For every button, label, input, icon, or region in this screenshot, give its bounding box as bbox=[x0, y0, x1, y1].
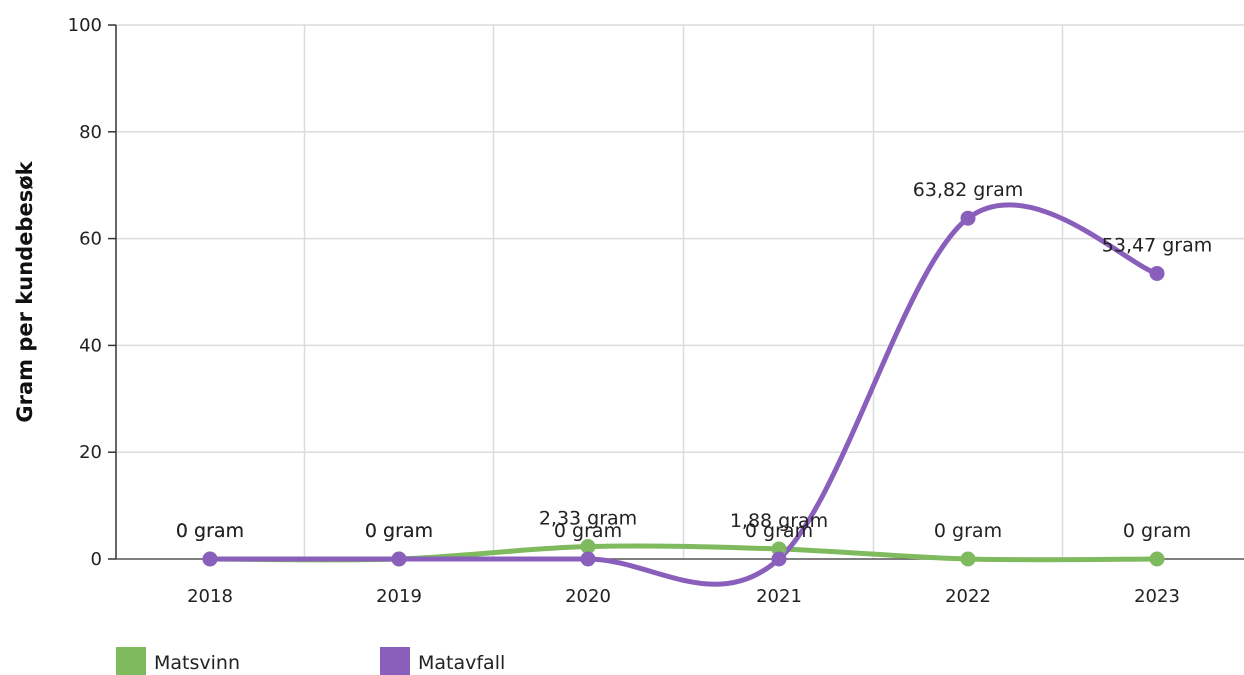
x-tick-label: 2019 bbox=[376, 586, 422, 607]
series-layer bbox=[202, 202, 1165, 587]
y-tick-label: 0 bbox=[91, 549, 102, 570]
y-axis-title: Gram per kundebesøk bbox=[13, 160, 37, 422]
data-point-matsvinn[interactable] bbox=[580, 539, 596, 555]
x-tick-label: 2020 bbox=[565, 586, 611, 607]
data-label-matsvinn: 0 gram bbox=[365, 520, 433, 542]
x-tick-label: 2023 bbox=[1134, 586, 1180, 607]
data-point-matavfall[interactable] bbox=[202, 551, 218, 567]
data-label-matsvinn: 0 gram bbox=[176, 520, 244, 542]
y-tick-label: 40 bbox=[79, 335, 102, 356]
legend-swatch bbox=[380, 647, 410, 675]
data-point-matavfall[interactable] bbox=[1149, 265, 1165, 281]
data-label-matavfall: 63,82 gram bbox=[913, 179, 1023, 201]
y-tick-label: 20 bbox=[79, 442, 102, 463]
data-label-matsvinn: 0 gram bbox=[934, 520, 1002, 542]
data-point-matsvinn[interactable] bbox=[1149, 551, 1165, 567]
data-label-matsvinn: 1,88 gram bbox=[730, 510, 828, 532]
legend-item-matavfall[interactable]: Matavfall bbox=[380, 647, 505, 675]
data-point-matavfall[interactable] bbox=[960, 210, 976, 226]
y-tick-label: 60 bbox=[79, 229, 102, 250]
data-label-matsvinn: 0 gram bbox=[1123, 520, 1191, 542]
x-tick-label: 2018 bbox=[187, 586, 233, 607]
y-tick-label: 80 bbox=[79, 122, 102, 143]
data-label-matavfall: 53,47 gram bbox=[1102, 234, 1212, 256]
data-label-matavfall: 0 gram bbox=[554, 520, 622, 542]
grid-layer bbox=[116, 24, 1244, 559]
data-label-matsvinn: 2,33 gram bbox=[539, 508, 637, 530]
data-label-matavfall: 0 gram bbox=[176, 520, 244, 542]
data-point-matsvinn[interactable] bbox=[960, 551, 976, 567]
x-tick-label: 2021 bbox=[756, 586, 802, 607]
legend-item-matsvinn[interactable]: Matsvinn bbox=[116, 647, 240, 675]
data-label-matavfall: 0 gram bbox=[365, 520, 433, 542]
x-tick-label: 2022 bbox=[945, 586, 991, 607]
data-point-matavfall[interactable] bbox=[391, 551, 407, 567]
legend-swatch bbox=[116, 647, 146, 675]
data-label-matavfall: 0 gram bbox=[745, 520, 813, 542]
legend-label: Matavfall bbox=[418, 652, 505, 674]
axis-layer: 0 20 40 60 80 100 2018 2019 2020 2021 2022 2023 bbox=[68, 15, 1244, 607]
data-point-matavfall[interactable] bbox=[580, 551, 596, 567]
legend: Matsvinn Matavfall bbox=[116, 647, 505, 675]
y-tick-label: 100 bbox=[68, 15, 102, 36]
data-point-matavfall[interactable] bbox=[771, 551, 787, 567]
legend-label: Matsvinn bbox=[154, 652, 240, 674]
